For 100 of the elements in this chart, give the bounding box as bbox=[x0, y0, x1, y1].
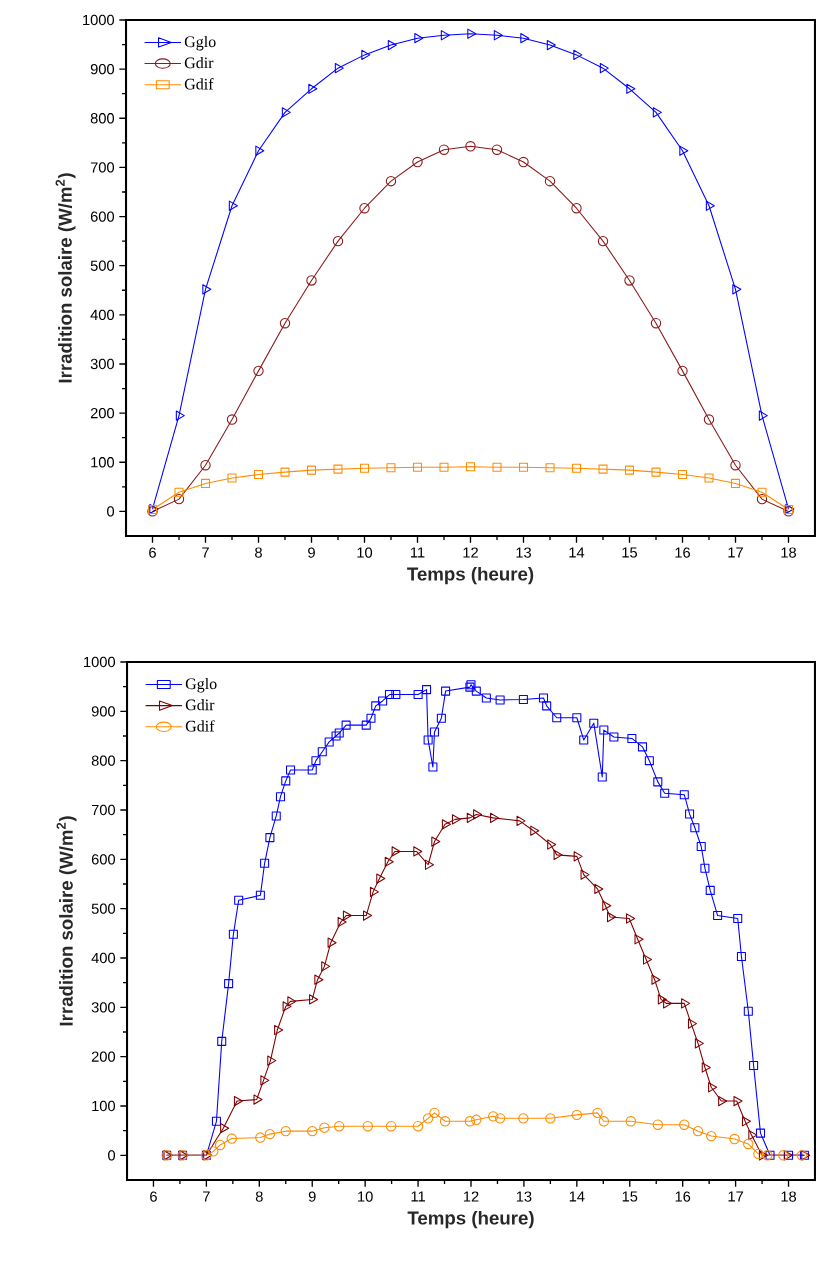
point bbox=[490, 812, 500, 824]
y-tick-label: 200 bbox=[90, 407, 115, 419]
point bbox=[200, 460, 211, 471]
x-tick-label: 14 bbox=[569, 1191, 585, 1202]
x-tick-label: 13 bbox=[516, 547, 531, 558]
point bbox=[652, 1119, 664, 1130]
point bbox=[758, 1150, 768, 1161]
point bbox=[451, 814, 461, 825]
point bbox=[412, 462, 423, 472]
point bbox=[626, 83, 636, 94]
point bbox=[677, 470, 688, 480]
point bbox=[253, 470, 264, 480]
point bbox=[471, 1114, 482, 1126]
point bbox=[626, 913, 636, 924]
point bbox=[677, 365, 688, 377]
point bbox=[439, 462, 449, 472]
point bbox=[337, 916, 347, 928]
point bbox=[466, 812, 476, 824]
point bbox=[441, 819, 451, 830]
point bbox=[642, 954, 653, 965]
point bbox=[597, 235, 609, 247]
x-tick-label: 11 bbox=[410, 547, 425, 558]
point bbox=[493, 30, 503, 41]
point bbox=[424, 859, 434, 870]
y-tick-label: 700 bbox=[90, 162, 115, 173]
point bbox=[467, 28, 477, 39]
x-tick-label: 7 bbox=[202, 547, 209, 558]
point bbox=[260, 1075, 270, 1086]
point bbox=[704, 473, 714, 483]
point bbox=[708, 1082, 718, 1093]
point bbox=[732, 284, 742, 295]
point bbox=[391, 846, 401, 857]
x-axis-title: Temps (heure) bbox=[407, 566, 534, 585]
x-tick-label: 15 bbox=[622, 547, 638, 558]
point bbox=[281, 107, 291, 118]
x-tick-label: 10 bbox=[358, 1191, 373, 1202]
point bbox=[465, 462, 476, 472]
point bbox=[412, 1121, 424, 1132]
point bbox=[491, 144, 503, 155]
point bbox=[202, 284, 212, 295]
y-axis-title: Irradition solaire (W/m$^{2}$) bbox=[56, 816, 77, 1026]
x-tick-label: 16 bbox=[675, 547, 690, 558]
point bbox=[652, 107, 662, 118]
y-tick-label: 400 bbox=[91, 952, 116, 964]
point bbox=[651, 974, 661, 985]
point bbox=[439, 1116, 451, 1127]
point bbox=[384, 856, 394, 867]
point bbox=[359, 203, 370, 214]
point bbox=[705, 200, 715, 211]
point bbox=[233, 1095, 243, 1107]
point bbox=[692, 1125, 704, 1137]
x-tick-label: 11 bbox=[411, 1191, 425, 1202]
point bbox=[598, 464, 608, 474]
point bbox=[634, 934, 644, 945]
point bbox=[624, 275, 635, 286]
point bbox=[741, 1116, 752, 1127]
point bbox=[314, 974, 324, 985]
x-tick-label: 12 bbox=[463, 547, 478, 558]
point bbox=[362, 1121, 373, 1132]
point bbox=[571, 1109, 583, 1121]
point bbox=[438, 144, 450, 155]
y-tick-label: 600 bbox=[91, 854, 116, 865]
point bbox=[220, 1123, 230, 1134]
x-tick-label: 8 bbox=[255, 547, 262, 558]
point bbox=[255, 145, 265, 156]
y-tick-label: 0 bbox=[107, 506, 115, 517]
point bbox=[778, 1150, 789, 1161]
y-tick-label: 800 bbox=[90, 113, 115, 124]
point bbox=[701, 1062, 711, 1073]
point bbox=[580, 869, 590, 880]
point bbox=[518, 462, 529, 472]
y-tick-label: 400 bbox=[90, 309, 115, 321]
point bbox=[547, 839, 557, 850]
point bbox=[431, 836, 441, 847]
point bbox=[359, 463, 370, 473]
y-tick-label: 1000 bbox=[83, 14, 115, 26]
point bbox=[730, 460, 741, 471]
point bbox=[208, 1146, 219, 1157]
point bbox=[321, 961, 331, 972]
point bbox=[287, 996, 297, 1007]
legend-label: Gglo bbox=[185, 677, 217, 693]
point bbox=[729, 1133, 740, 1145]
point bbox=[227, 473, 237, 483]
point bbox=[386, 463, 396, 473]
y-tick-label: 900 bbox=[91, 706, 116, 717]
point bbox=[361, 49, 371, 61]
point bbox=[594, 883, 604, 895]
point bbox=[226, 414, 238, 425]
point bbox=[518, 156, 529, 168]
point bbox=[429, 1107, 440, 1119]
point bbox=[385, 175, 397, 187]
point bbox=[280, 467, 290, 477]
point bbox=[753, 1148, 764, 1160]
point bbox=[657, 994, 667, 1005]
point bbox=[363, 910, 373, 921]
x-tick-label: 16 bbox=[675, 1191, 691, 1202]
point bbox=[214, 1139, 226, 1151]
point bbox=[464, 1116, 476, 1127]
point bbox=[733, 1095, 743, 1107]
point bbox=[518, 1113, 529, 1124]
